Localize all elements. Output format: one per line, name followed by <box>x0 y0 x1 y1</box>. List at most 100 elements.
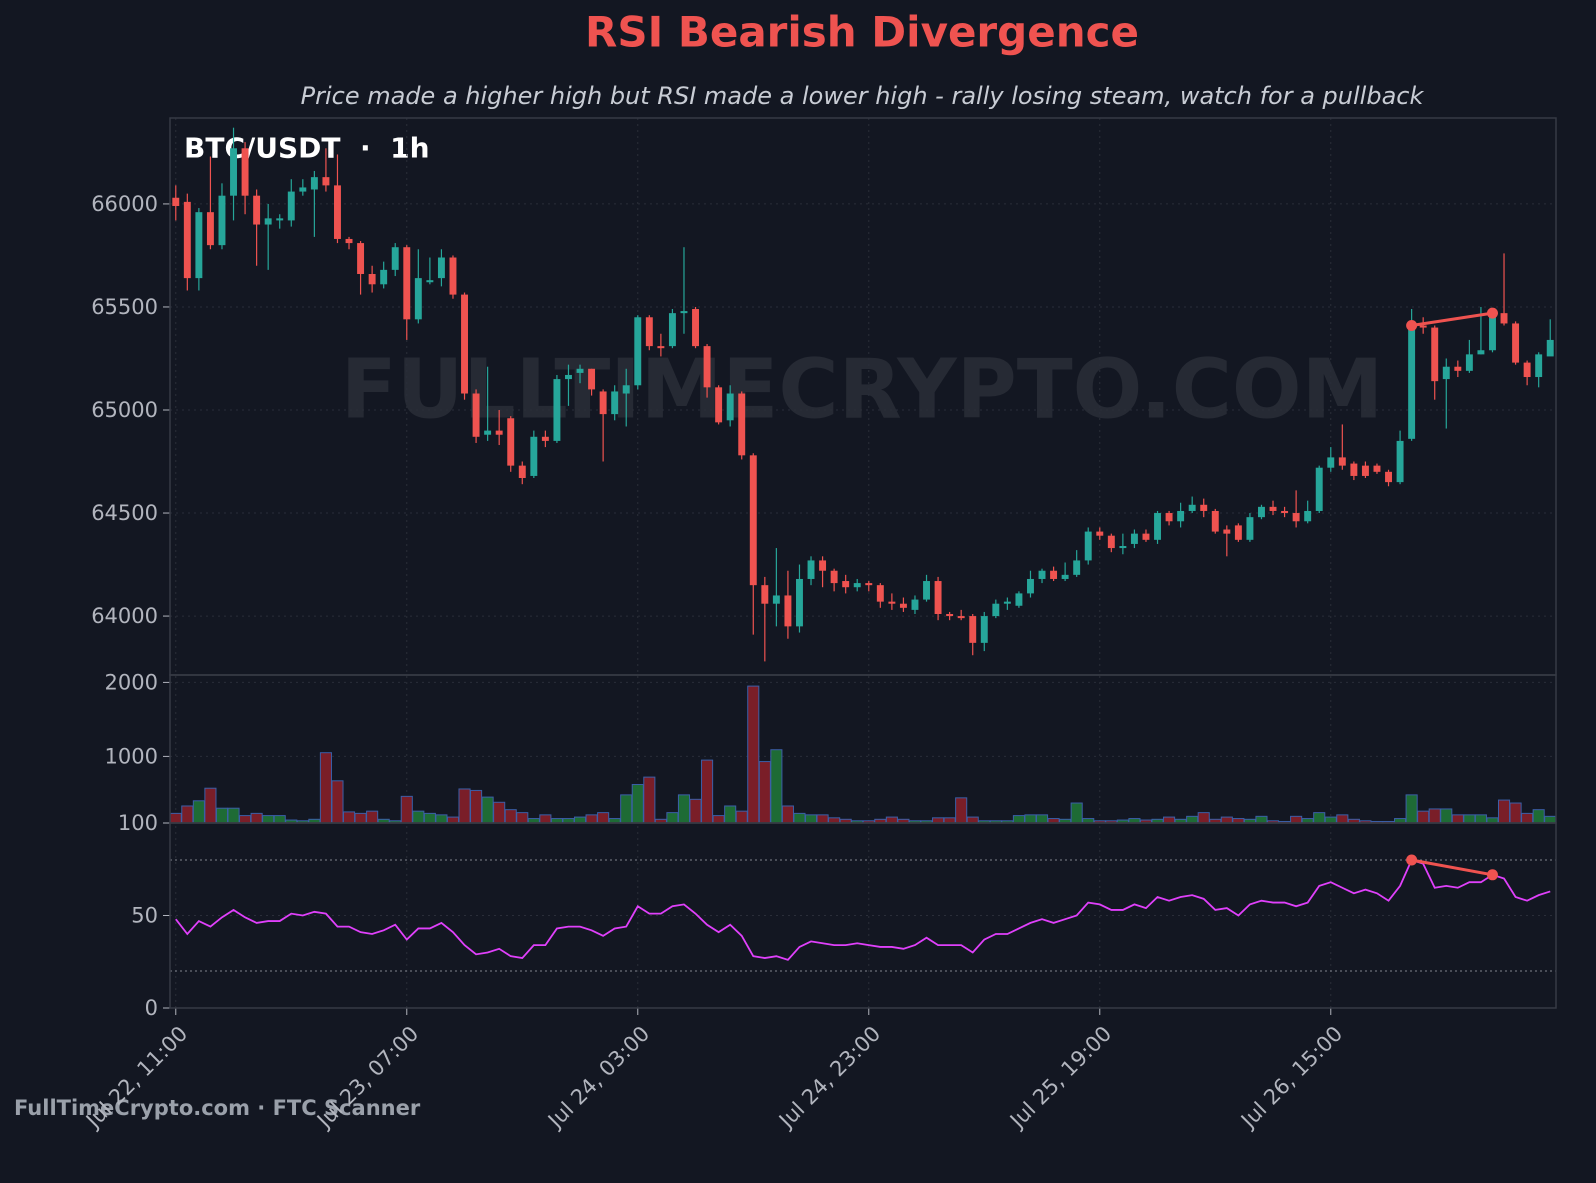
candle-body <box>437 257 445 279</box>
candle-body <box>911 599 919 610</box>
candle-body <box>576 368 584 373</box>
candle-body <box>1454 366 1462 371</box>
volume-bar <box>1255 815 1268 824</box>
volume-bar <box>1336 814 1349 824</box>
candle-body <box>807 560 815 579</box>
candle-body <box>1535 354 1543 378</box>
candle-body <box>772 595 780 604</box>
y-tick-label: 0 <box>145 996 158 1020</box>
volume-bar <box>1035 814 1049 824</box>
candle-body <box>1246 517 1254 540</box>
volume-bar <box>1024 814 1037 824</box>
volume-bar <box>250 812 263 824</box>
volume-bar <box>585 814 598 824</box>
candle-body <box>1385 471 1392 483</box>
volume-bar <box>446 816 460 824</box>
candle-body <box>1269 506 1277 511</box>
candle-body <box>784 595 792 627</box>
candle-body <box>565 374 572 380</box>
volume-bar <box>516 812 529 824</box>
candle-body <box>876 585 884 602</box>
candle-body <box>518 465 526 478</box>
candle-body <box>1107 535 1115 549</box>
candle-body <box>1073 560 1081 575</box>
candle-body <box>611 391 619 415</box>
candle-body <box>749 455 757 586</box>
volume-bar <box>481 796 494 824</box>
candle-body <box>726 393 734 421</box>
candle-body <box>322 177 330 186</box>
candle-body <box>657 346 665 349</box>
candle-body <box>946 614 954 617</box>
y-tick-label: 64500 <box>91 501 158 525</box>
candle-body <box>588 368 596 390</box>
volume-bar <box>804 814 818 824</box>
candle-body <box>1223 529 1231 534</box>
volume-bar <box>966 816 979 824</box>
y-tick-label: 50 <box>131 904 158 928</box>
volume-bar <box>204 787 217 824</box>
volume-bar <box>1290 815 1303 824</box>
candle-body <box>668 313 676 347</box>
candle-body <box>403 247 411 320</box>
divergence-point <box>1406 854 1418 866</box>
divergence-point <box>1406 320 1418 332</box>
candle-body <box>1489 313 1496 351</box>
volume-bar <box>215 807 229 824</box>
volume-bar <box>1313 812 1326 824</box>
volume-bar <box>885 816 898 824</box>
volume-bar <box>573 816 587 824</box>
volume-bar <box>435 814 448 824</box>
volume-bar <box>1070 802 1083 824</box>
candle-body <box>230 148 237 196</box>
volume-bar <box>1463 814 1476 824</box>
volume-bar <box>724 805 737 824</box>
candle-body <box>1500 313 1508 324</box>
candle-body <box>1281 510 1289 514</box>
candle-body <box>1442 366 1450 380</box>
candle-body <box>1546 339 1554 357</box>
candle-body <box>645 317 653 347</box>
candle-body <box>345 238 353 244</box>
volume-bar <box>643 776 656 824</box>
candle-body <box>472 393 480 437</box>
symbol-label: BTC/USDT · 1h <box>184 132 430 165</box>
candle-body <box>195 212 203 279</box>
candle-body <box>183 201 191 279</box>
volume-bar <box>955 797 968 824</box>
divergence-line <box>1411 858 1493 877</box>
volume-bar <box>1012 815 1025 824</box>
candle-body <box>1361 465 1369 476</box>
candle-body <box>1431 327 1439 382</box>
divergence-line <box>1411 311 1493 327</box>
candle-body <box>703 346 711 388</box>
candle-body <box>1292 513 1300 522</box>
candle-body <box>1523 362 1531 378</box>
candle-body <box>1188 504 1196 511</box>
candle-body <box>357 243 365 274</box>
volume-bar <box>1486 817 1499 824</box>
y-tick-label: 66000 <box>91 192 158 216</box>
volume-bar <box>631 784 644 824</box>
watermark: FULLTIMECRYPTO.COM <box>341 343 1383 438</box>
y-tick-label: 1000 <box>105 744 158 768</box>
volume-bar <box>712 815 725 824</box>
candle-body <box>692 309 699 347</box>
volume-bar <box>816 814 829 824</box>
volume-bar <box>758 761 771 824</box>
candle-body <box>368 273 376 285</box>
volume-bar <box>781 805 794 824</box>
volume-bar <box>1163 816 1176 824</box>
volume-bar <box>1532 809 1545 824</box>
candle-body <box>1165 513 1173 522</box>
volume-bar <box>192 800 205 824</box>
candle-body <box>530 436 538 476</box>
volume-bar <box>1451 814 1464 824</box>
volume-bar <box>770 749 783 824</box>
volume-bar <box>412 810 425 824</box>
candle-body <box>980 616 988 643</box>
candle-body <box>865 583 873 586</box>
volume-bar <box>354 812 367 824</box>
candle-body <box>1084 531 1092 561</box>
candle-body <box>1373 465 1381 472</box>
